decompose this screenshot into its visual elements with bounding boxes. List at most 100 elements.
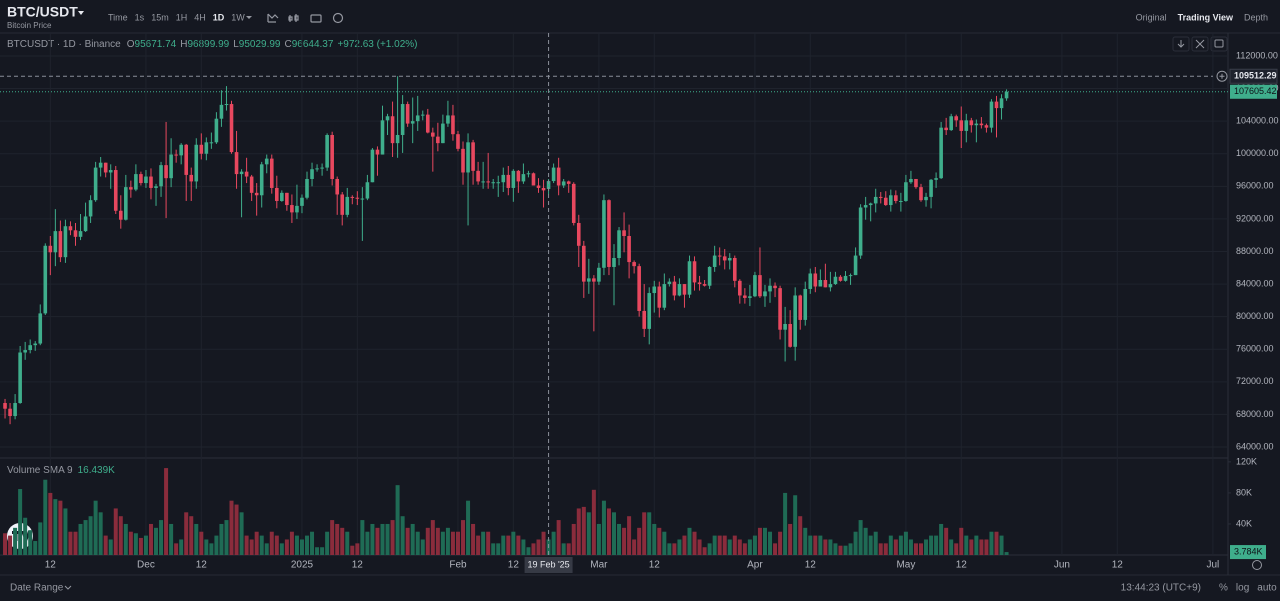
volume-bar: [385, 523, 390, 555]
candle-body: [778, 288, 782, 330]
view-button[interactable]: Trading View: [1178, 12, 1234, 22]
candle-body: [979, 123, 984, 126]
view-button[interactable]: Depth: [1244, 12, 1268, 22]
legend-value: 96644.37: [292, 39, 334, 50]
volume-bar: [561, 543, 566, 555]
volume-bar: [667, 543, 672, 555]
arrow-icon: [1177, 40, 1185, 48]
pane-maximize[interactable]: [1191, 36, 1209, 52]
timeframe-button[interactable]: 4H: [194, 12, 206, 22]
camera-icon[interactable]: [310, 14, 322, 23]
view-switch: Depth Trading View Original: [1136, 12, 1268, 22]
volume-bar: [637, 527, 642, 555]
volume-bar: [274, 535, 279, 555]
candle-body: [23, 350, 27, 353]
timeframe-button[interactable]: 15m: [151, 12, 169, 22]
volume-bar: [189, 516, 194, 555]
candle-body: [219, 104, 224, 119]
date-range[interactable]: Date Range: [10, 583, 64, 594]
candle-body: [909, 178, 913, 183]
candle-body: [687, 261, 692, 295]
candle-body: [707, 266, 712, 286]
candle-body: [878, 196, 883, 198]
candle-body: [264, 158, 269, 165]
candle-body: [345, 196, 350, 215]
symbol-caret[interactable]: [78, 11, 84, 15]
volume-tick-label: 120K: [1236, 456, 1257, 466]
candle-body: [330, 134, 334, 179]
volume-bar: [823, 539, 828, 555]
y-tick-label: 100000.00: [1236, 148, 1279, 158]
x-tick-label: 12: [956, 560, 968, 571]
timeframe-button[interactable]: 1H: [176, 12, 188, 22]
candle-body: [300, 197, 304, 206]
axis-settings[interactable]: [1252, 560, 1262, 570]
scale-button[interactable]: auto: [1257, 583, 1277, 594]
timeframe-button[interactable]: Time: [108, 12, 128, 22]
y-tick-label: 84000.00: [1236, 278, 1274, 288]
scale-button[interactable]: log: [1236, 583, 1249, 594]
volume-bar: [768, 531, 773, 555]
volume-bar: [435, 527, 440, 555]
candle-body: [677, 284, 682, 296]
candle-body: [481, 181, 485, 183]
symbol[interactable]: BTC/USDT: [7, 4, 78, 20]
volume-bar: [783, 492, 788, 555]
legend-title: BTCUSDT · 1D · Binance: [7, 39, 121, 50]
volume-bar: [98, 512, 103, 555]
volume-bar: [395, 485, 400, 555]
candle-body: [541, 187, 546, 191]
scale-button[interactable]: %: [1219, 583, 1228, 594]
timeframe-button[interactable]: 1W: [231, 12, 245, 22]
volume-bar: [858, 520, 863, 555]
toolbar-icons: [267, 12, 344, 24]
pane-down[interactable]: [1172, 36, 1190, 52]
settings-icon[interactable]: [332, 12, 344, 24]
timeframe-button[interactable]: 1s: [135, 12, 145, 22]
y-tick-label: 68000.00: [1236, 409, 1274, 419]
volume-bar: [455, 531, 460, 555]
candle-body: [209, 142, 214, 144]
candle-body: [486, 181, 490, 183]
candle-body: [254, 192, 259, 196]
indicator-icon[interactable]: [267, 13, 279, 23]
volume-bar: [194, 523, 199, 555]
volume-bar: [128, 531, 133, 555]
candle-body: [929, 179, 933, 197]
candle-body: [184, 144, 189, 175]
pane-restore[interactable]: [1210, 36, 1228, 52]
view-button[interactable]: Original: [1136, 12, 1167, 22]
candle-body: [461, 148, 465, 173]
maximize-icon: [1195, 39, 1205, 49]
candle-body: [8, 408, 12, 417]
x-tick-label: 12: [45, 560, 57, 571]
candle-body: [924, 196, 928, 201]
volume-bar: [647, 512, 652, 555]
volume-bar: [113, 508, 118, 555]
volume-bar: [622, 527, 627, 555]
volume-bar: [506, 535, 511, 555]
timeframe-menu[interactable]: [246, 16, 252, 19]
y-tick-label: 64000.00: [1236, 441, 1274, 451]
volume-title: Volume SMA 9: [7, 465, 73, 476]
candle-body: [38, 313, 43, 344]
volume-bar: [536, 539, 541, 555]
volume-bar: [818, 535, 823, 555]
volume-bar: [350, 545, 355, 555]
timeframe-button[interactable]: 1D: [213, 12, 225, 22]
volume-bar: [330, 520, 335, 555]
candle-body: [743, 295, 747, 298]
chart-type-icon[interactable]: [288, 14, 299, 22]
candle-body: [722, 256, 727, 261]
candle-body: [405, 104, 410, 124]
symbol-subtitle[interactable]: Bitcoin Price: [7, 21, 52, 30]
candle-body: [275, 187, 279, 201]
volume-bar: [773, 543, 778, 555]
candle-body: [139, 174, 143, 184]
candle-body: [536, 185, 541, 188]
candle-body: [566, 181, 571, 184]
candle-body: [697, 282, 702, 285]
candle-body: [169, 154, 173, 179]
candle-body: [788, 323, 792, 347]
volume-bar: [677, 539, 682, 555]
